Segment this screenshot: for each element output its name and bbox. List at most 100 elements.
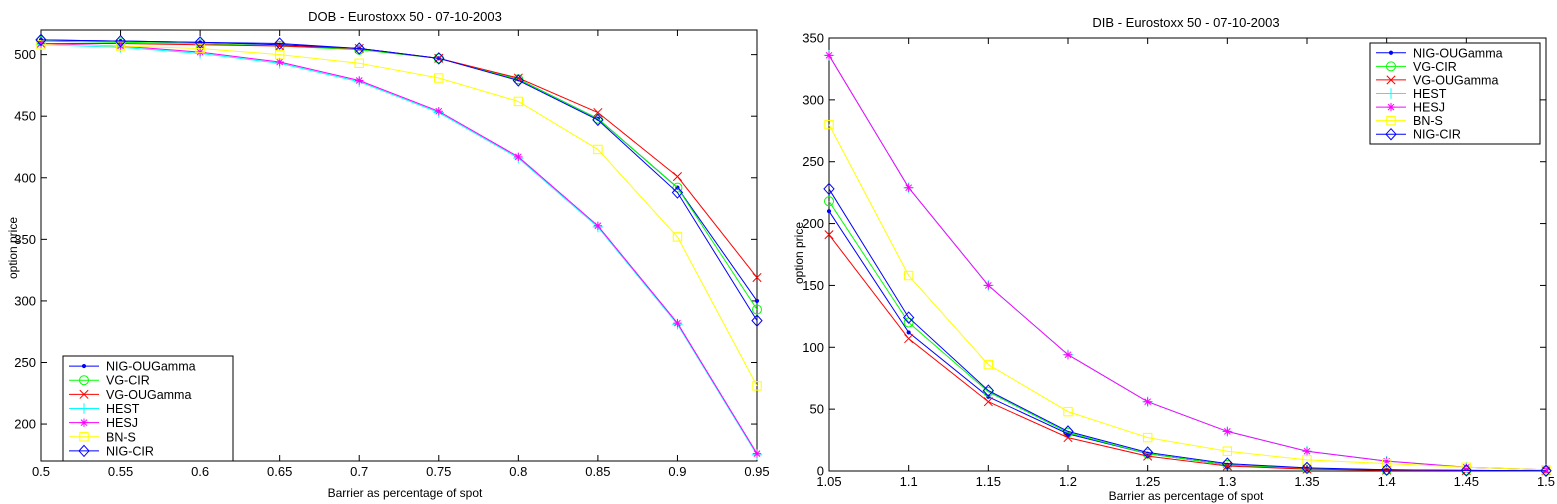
- y-tick-label: 250: [14, 355, 36, 370]
- legend-item: VG-CIR: [69, 374, 150, 388]
- y-tick-label: 350: [802, 31, 824, 46]
- legend-label: HEST: [106, 402, 140, 416]
- series-bn-s: [824, 119, 1551, 475]
- legend-marker: [79, 418, 89, 427]
- series-line: [40, 40, 758, 310]
- data-point: [752, 304, 762, 315]
- chart-title: DOB - Eurostoxx 50 - 07-10-2003: [308, 9, 502, 24]
- legend-label: VG-OUGamma: [1413, 73, 1498, 87]
- x-tick-label: 1.25: [1135, 474, 1160, 489]
- data-point: [751, 314, 763, 327]
- y-axis-label: option price: [792, 222, 806, 284]
- legend-label: VG-CIR: [106, 374, 150, 388]
- legend-marker: [79, 432, 89, 442]
- data-point: [274, 49, 285, 60]
- legend: NIG-OUGammaVG-CIRVG-OUGammaHESTHESJBN-SN…: [62, 355, 234, 462]
- data-point: [1380, 463, 1393, 477]
- data-point: [513, 96, 524, 107]
- x-tick-label: 1.4: [1378, 474, 1396, 489]
- legend-marker: [78, 444, 90, 458]
- data-point: [904, 183, 913, 192]
- legend-marker: [78, 403, 90, 414]
- legend-item: HESJ: [1376, 101, 1445, 115]
- legend-label: NIG-CIR: [1413, 128, 1461, 142]
- data-point: [1540, 464, 1552, 477]
- dob-chart: DOB - Eurostoxx 50 - 07-10-2003 Barrier …: [6, 9, 770, 500]
- legend-label: NIG-CIR: [106, 444, 154, 458]
- x-tick-label: 0.95: [744, 464, 769, 479]
- data-point: [752, 272, 762, 283]
- legend-item: BN-S: [69, 430, 136, 444]
- legend-label: HESJ: [1413, 101, 1445, 115]
- x-tick-label: 0.9: [668, 464, 686, 479]
- legend-marker: [1386, 61, 1396, 72]
- data-point: [826, 209, 832, 214]
- data-point: [273, 37, 286, 50]
- data-point: [1141, 446, 1154, 459]
- x-tick-label: 1.15: [976, 474, 1001, 489]
- data-point: [671, 186, 684, 199]
- legend-item: VG-OUGamma: [1376, 73, 1498, 87]
- x-tick-label: 1.3: [1218, 474, 1236, 489]
- data-point: [434, 73, 444, 83]
- data-point: [514, 152, 523, 162]
- legend-item: VG-OUGamma: [69, 388, 191, 402]
- y-tick-label: 200: [14, 417, 36, 432]
- data-point: [824, 230, 834, 240]
- data-point: [904, 334, 914, 344]
- data-point: [433, 52, 445, 65]
- data-point: [1541, 465, 1551, 474]
- y-tick-label: 100: [802, 340, 824, 355]
- data-point: [195, 43, 205, 54]
- y-tick-label: 50: [810, 402, 824, 417]
- data-point: [982, 384, 995, 397]
- x-tick-label: 1.05: [816, 474, 841, 489]
- series-line: [40, 39, 758, 321]
- data-point: [1063, 406, 1073, 417]
- data-point: [115, 41, 126, 51]
- data-point: [824, 119, 834, 130]
- series-line: [828, 55, 1547, 471]
- legend-item: NIG-OUGamma: [69, 360, 196, 374]
- data-point: [434, 107, 443, 116]
- x-tick-label: 1.1: [900, 474, 918, 489]
- data-point: [1301, 461, 1313, 475]
- legend-marker: [1388, 50, 1394, 55]
- data-point: [672, 171, 682, 182]
- data-point: [275, 57, 284, 67]
- data-point: [1221, 457, 1234, 470]
- legend-item: HESJ: [69, 416, 138, 430]
- data-point: [592, 113, 604, 127]
- y-tick-label: 400: [14, 170, 36, 185]
- series-nig-cir: [35, 33, 763, 327]
- data-point: [1302, 447, 1312, 456]
- series-line: [828, 188, 1547, 472]
- legend-marker: [81, 363, 87, 369]
- series-line: [40, 44, 758, 456]
- legend-marker: [79, 389, 89, 399]
- legend-label: VG-CIR: [1413, 60, 1457, 74]
- data-point: [754, 298, 760, 304]
- y-tick-label: 200: [802, 216, 824, 231]
- data-point: [903, 270, 914, 281]
- data-point: [1382, 456, 1391, 466]
- y-tick-label: 300: [802, 92, 824, 107]
- legend-label: BN-S: [106, 430, 136, 444]
- y-tick-label: 350: [14, 232, 36, 247]
- data-point: [1062, 425, 1074, 438]
- data-point: [593, 107, 603, 118]
- legend-item: NIG-CIR: [1376, 128, 1461, 142]
- data-point: [824, 196, 834, 207]
- legend-marker: [1386, 102, 1396, 112]
- x-tick-label: 1.5: [1537, 474, 1555, 489]
- data-point: [672, 232, 683, 242]
- data-point: [593, 144, 603, 155]
- data-point: [1302, 464, 1312, 474]
- legend-label: BN-S: [1413, 114, 1443, 128]
- data-point: [1302, 455, 1312, 465]
- x-tick-label: 0.6: [191, 464, 209, 479]
- data-point: [1222, 446, 1233, 456]
- y-tick-label: 0: [817, 464, 824, 479]
- series-hesj: [824, 51, 1551, 474]
